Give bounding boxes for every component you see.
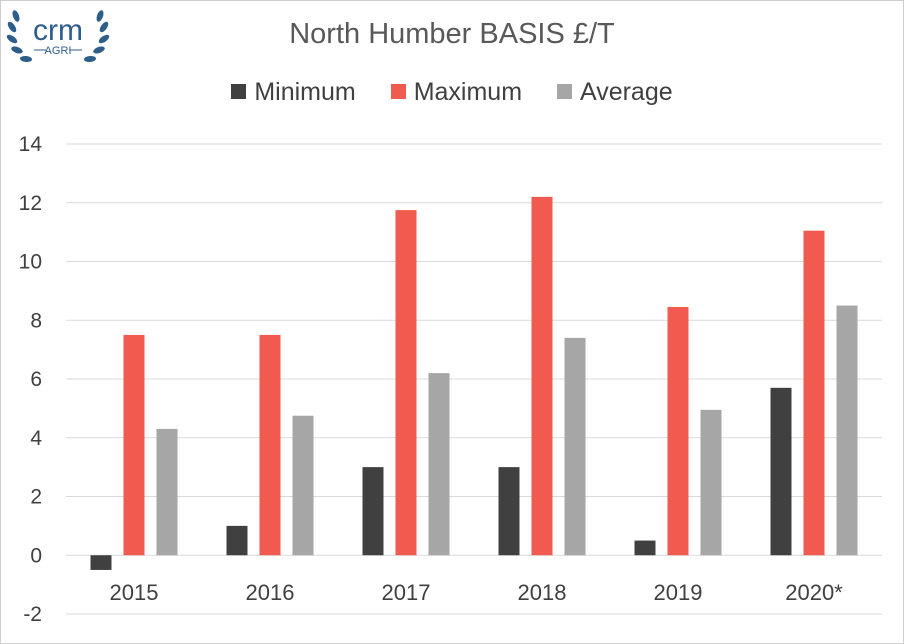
y-tick-label: -2 bbox=[23, 603, 42, 626]
bar-maximum-2020 bbox=[803, 230, 825, 556]
bar-average-2015 bbox=[156, 428, 178, 556]
y-tick-label: 10 bbox=[19, 251, 42, 274]
bar-maximum-2015 bbox=[123, 334, 145, 556]
legend-swatch bbox=[390, 84, 406, 99]
legend-item-minimum: Minimum bbox=[231, 78, 356, 107]
laurel-right-icon bbox=[84, 10, 110, 63]
bar-average-2016 bbox=[292, 415, 314, 556]
y-tick-label: 12 bbox=[19, 192, 42, 215]
chart-legend: Minimum Maximum Average bbox=[0, 78, 904, 107]
bar-maximum-2016 bbox=[259, 334, 281, 556]
bar-maximum-2017 bbox=[395, 210, 417, 556]
legend-label: Minimum bbox=[254, 78, 356, 106]
bar-minimum-2018 bbox=[498, 467, 520, 556]
bar-minimum-2019 bbox=[634, 540, 656, 556]
chart-title: North Humber BASIS £/T bbox=[289, 18, 615, 50]
legend-swatch bbox=[231, 84, 247, 99]
laurel-left-icon bbox=[6, 10, 32, 63]
x-category-label: 2018 bbox=[518, 580, 567, 605]
legend-item-average: Average bbox=[556, 78, 673, 107]
x-category-label: 2017 bbox=[382, 580, 431, 605]
bar-minimum-2020 bbox=[770, 387, 792, 556]
logo-sub: AGRI bbox=[45, 45, 72, 57]
y-tick-label: 4 bbox=[30, 427, 42, 450]
bar-minimum-2017 bbox=[362, 467, 384, 556]
crm-agri-logo: crm AGRI bbox=[6, 10, 110, 63]
x-category-label: 2015 bbox=[110, 580, 159, 605]
y-tick-label: 2 bbox=[30, 486, 42, 509]
legend-item-maximum: Maximum bbox=[390, 78, 523, 107]
bar-average-2018 bbox=[564, 337, 586, 556]
y-tick-label: 8 bbox=[30, 309, 42, 332]
bar-minimum-2015 bbox=[90, 555, 112, 570]
x-category-label: 2019 bbox=[654, 580, 703, 605]
legend-label: Average bbox=[579, 78, 673, 106]
x-category-label: 2016 bbox=[246, 580, 295, 605]
x-category-label: 2020* bbox=[785, 580, 843, 605]
bar-average-2017 bbox=[428, 373, 450, 556]
bar-maximum-2019 bbox=[667, 307, 689, 556]
y-tick-label: 0 bbox=[30, 544, 42, 567]
legend-label: Maximum bbox=[413, 78, 523, 106]
bar-minimum-2016 bbox=[226, 525, 248, 556]
bar-maximum-2018 bbox=[531, 196, 553, 556]
bar-average-2019 bbox=[700, 409, 722, 556]
y-tick-label: 6 bbox=[30, 368, 42, 391]
legend-swatch bbox=[556, 84, 572, 99]
bar-average-2020 bbox=[836, 305, 858, 556]
y-tick-label: 14 bbox=[19, 133, 43, 156]
logo-name: crm bbox=[33, 14, 83, 47]
